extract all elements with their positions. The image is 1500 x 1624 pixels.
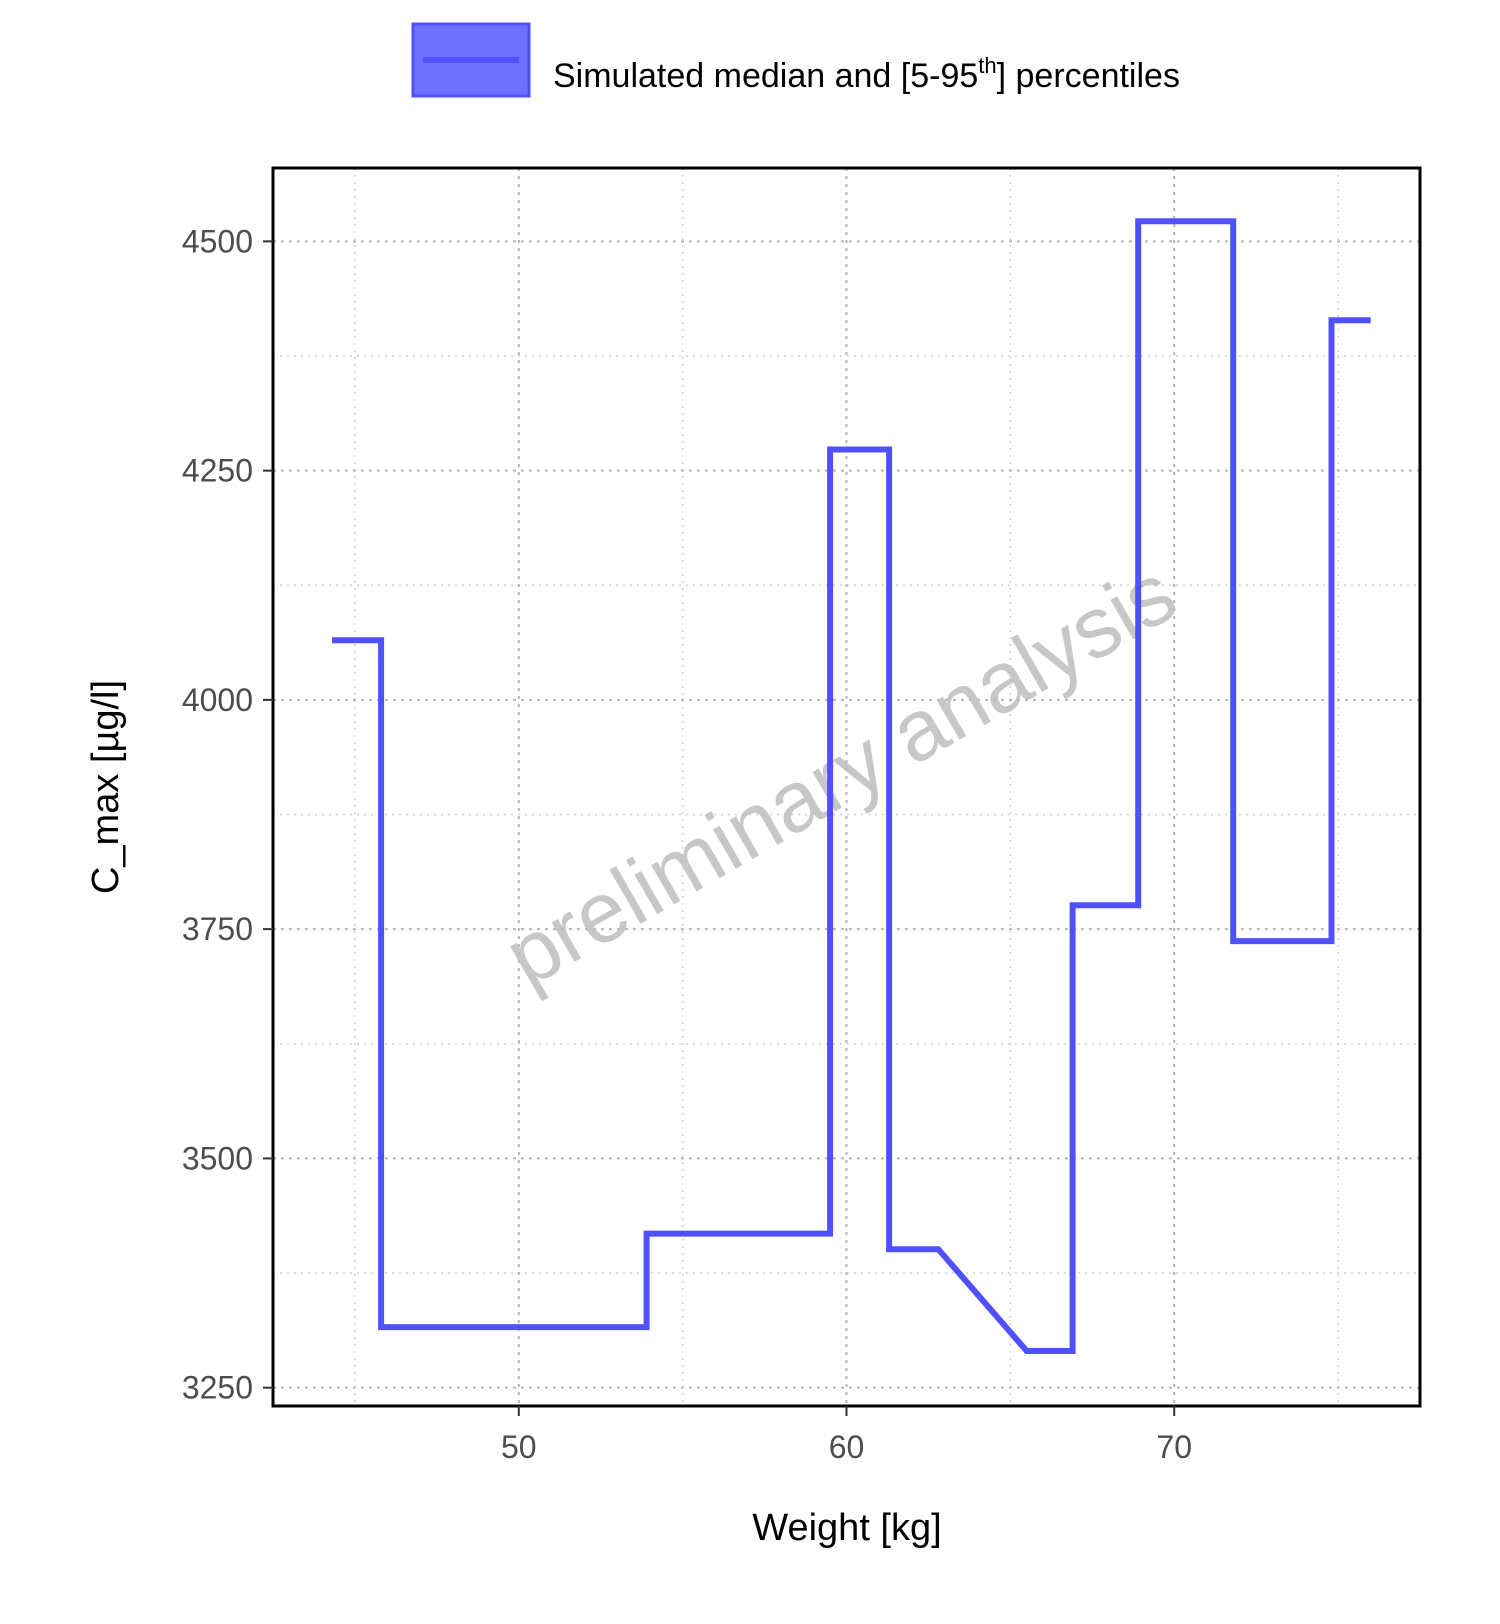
legend-label-main: Simulated median and [5-95: [553, 57, 978, 95]
x-axis: 50 60 70: [501, 1406, 1192, 1465]
legend-label: Simulated median and [5-95th] percentile…: [553, 53, 1180, 95]
x-axis-title: Weight [kg]: [752, 1507, 941, 1549]
legend-label-end: ] percentiles: [997, 57, 1180, 95]
x-tick-label: 60: [829, 1429, 865, 1465]
x-tick-label: 70: [1156, 1429, 1192, 1465]
y-axis-title: C_max [µg/l]: [85, 680, 127, 894]
y-axis: 3250 3500 3750 4000 4250 4500: [182, 223, 273, 1406]
y-tick-label: 4000: [182, 682, 253, 718]
legend: Simulated median and [5-95th] percentile…: [411, 22, 1180, 98]
y-tick-label: 4500: [182, 223, 253, 259]
y-tick-label: 4250: [182, 453, 253, 489]
series-group: [332, 218, 1371, 1354]
x-tick-label: 50: [501, 1429, 537, 1465]
watermark: preliminary analysis: [490, 545, 1192, 1006]
y-tick-label: 3750: [182, 911, 253, 947]
plot-panel: preliminary analysis: [271, 166, 1422, 1408]
legend-label-superscript: th: [978, 53, 996, 78]
grid-major: [273, 168, 1420, 1406]
y-tick-label: 3250: [182, 1370, 253, 1406]
series-line-0: [332, 218, 1371, 1354]
y-tick-label: 3500: [182, 1140, 253, 1176]
